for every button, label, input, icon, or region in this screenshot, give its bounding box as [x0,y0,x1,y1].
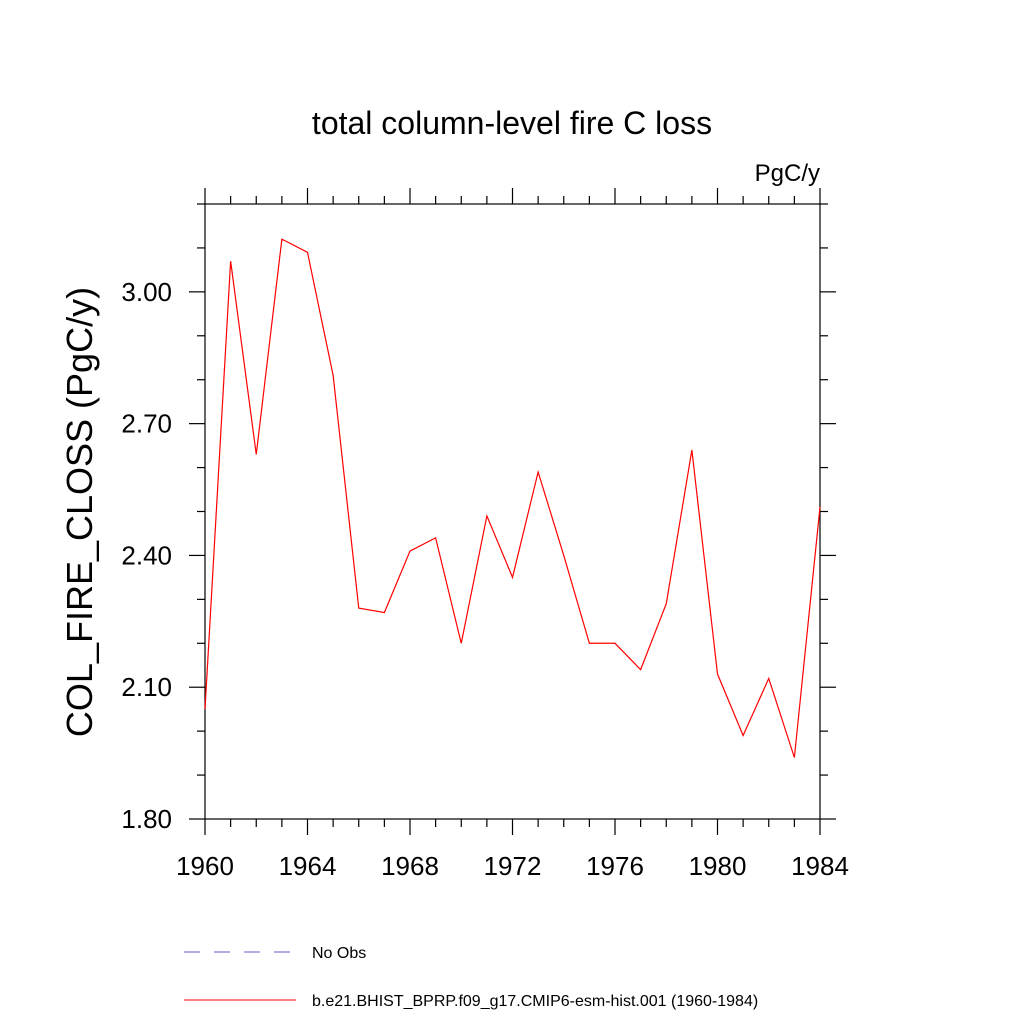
units-label: PgC/y [755,160,820,187]
x-tick-label: 1984 [791,851,849,881]
x-tick-label: 1964 [279,851,337,881]
plot-frame [204,203,821,820]
x-tick-label: 1972 [484,851,542,881]
y-axis-label: COL_FIRE_CLOSS (PgC/y) [59,287,100,737]
y-tick-label: 2.70 [121,409,172,439]
series-line-1 [204,238,821,758]
chart-title: total column-level fire C loss [312,105,712,141]
tick-labels: 1960 1964 1968 1972 1976 1980 1984 1.80 2.10 2.40… [121,277,849,881]
legend-label-1: b.e21.BHIST_BPRP.f09_g17.CMIP6-esm-hist.… [312,993,758,1010]
y-tick-label: 2.40 [121,540,172,570]
x-tick-label: 1980 [689,851,747,881]
legend-label-0: No Obs [312,945,366,962]
x-tick-label: 1976 [586,851,644,881]
y-tick-label: 1.80 [121,804,172,834]
y-tick-label: 2.10 [121,672,172,702]
y-tick-label: 3.00 [121,277,172,307]
x-tick-label: 1968 [381,851,439,881]
axis-ticks [189,188,836,835]
legend: No Obs b.e21.BHIST_BPRP.f09_g17.CMIP6-esm… [184,945,758,1010]
series-lines [204,238,821,758]
x-tick-label: 1960 [176,851,234,881]
